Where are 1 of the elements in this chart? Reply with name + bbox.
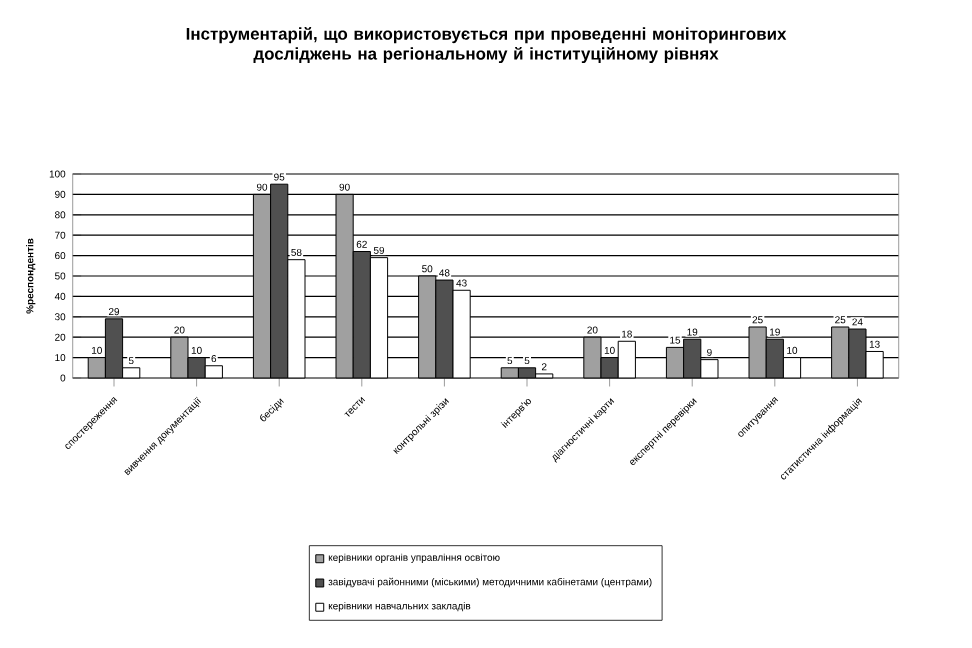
chart-title: Інструментарій, що використовується при проведенні моніторингових досліджень на регіональному й інституційному рівнях [186, 27, 787, 64]
